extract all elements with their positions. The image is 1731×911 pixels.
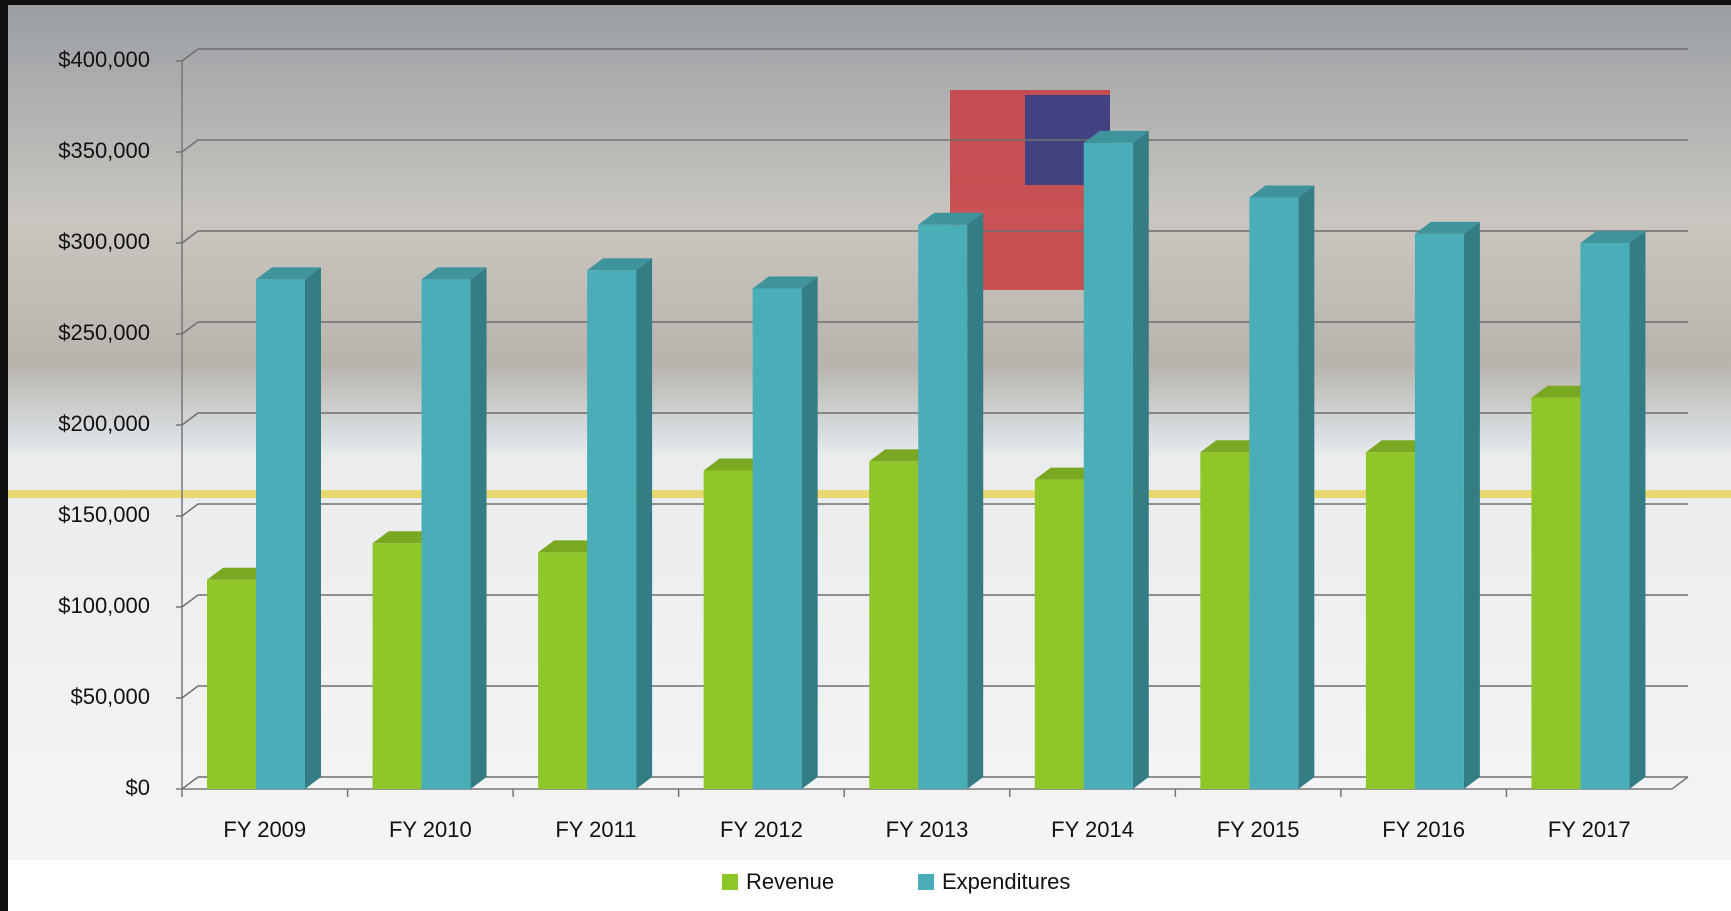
bar-top — [918, 212, 984, 225]
legend-swatch — [918, 874, 934, 890]
bar-top — [538, 540, 604, 553]
bar — [1531, 397, 1581, 789]
bar-top — [421, 267, 487, 280]
legend-label: Expenditures — [942, 869, 1070, 894]
bar-side — [1463, 221, 1480, 789]
bar-top — [703, 458, 769, 471]
bar — [421, 279, 471, 789]
grid-wall — [181, 48, 199, 62]
y-tick-label: $250,000 — [58, 320, 150, 345]
bar-top — [752, 276, 818, 289]
bar — [1580, 243, 1630, 789]
bar — [1034, 479, 1084, 789]
bar-top — [207, 567, 272, 580]
y-tick-label: $100,000 — [58, 593, 150, 618]
bar — [1249, 197, 1299, 789]
y-tick-label: $150,000 — [58, 502, 150, 527]
bar-side — [1298, 185, 1315, 789]
grid-wall — [181, 412, 199, 426]
bar-side — [1132, 130, 1149, 789]
bar-top — [1531, 385, 1597, 398]
bar-top — [1249, 185, 1315, 198]
y-tick-label: $400,000 — [58, 47, 150, 72]
bar-top — [869, 449, 935, 462]
bar-top — [587, 258, 653, 271]
bar — [256, 279, 305, 789]
grid-wall — [181, 685, 199, 699]
x-tick-label: FY 2012 — [720, 817, 803, 842]
y-tick-label: $300,000 — [58, 229, 150, 254]
x-tick-label: FY 2015 — [1217, 817, 1300, 842]
bar — [207, 579, 256, 789]
x-tick-label: FY 2009 — [223, 817, 306, 842]
y-tick-label: $0 — [126, 775, 150, 800]
x-tick-label: FY 2016 — [1382, 817, 1465, 842]
grid-wall — [181, 230, 199, 244]
bar — [918, 224, 968, 790]
bar — [869, 461, 919, 789]
bar — [752, 288, 802, 789]
grid-wall — [181, 139, 199, 153]
bar-top — [1365, 440, 1431, 453]
bar-top — [1200, 440, 1266, 453]
bar-top — [1083, 130, 1149, 143]
grid-wall — [181, 503, 199, 517]
bar-side — [1629, 231, 1646, 789]
legend-label: Revenue — [746, 869, 834, 894]
bar-side — [636, 258, 653, 789]
grid-wall — [181, 321, 199, 335]
bar-top — [256, 267, 321, 280]
y-tick-label: $200,000 — [58, 411, 150, 436]
y-tick-label: $350,000 — [58, 138, 150, 163]
y-tick-label: $50,000 — [70, 684, 150, 709]
legend-swatch — [722, 874, 738, 890]
bar — [1200, 452, 1250, 789]
bar-top — [1034, 467, 1100, 480]
grid-wall — [181, 594, 199, 608]
bar — [1083, 142, 1133, 789]
x-tick-label: FY 2014 — [1051, 817, 1134, 842]
x-tick-label: FY 2010 — [389, 817, 472, 842]
bar-side — [967, 212, 984, 790]
bar-top — [1580, 231, 1646, 243]
bar-side — [470, 267, 487, 789]
grid-wall — [181, 776, 199, 790]
x-tick-label: FY 2017 — [1548, 817, 1631, 842]
bar-side — [305, 267, 321, 789]
bar — [372, 543, 422, 789]
x-tick-label: FY 2011 — [555, 817, 636, 842]
bar-side — [801, 276, 818, 789]
legend-strip — [8, 860, 1731, 911]
bar — [1365, 452, 1415, 789]
x-tick-label: FY 2013 — [886, 817, 969, 842]
bar-top — [372, 531, 438, 544]
bar-top — [1414, 221, 1480, 234]
bar — [587, 270, 637, 789]
bar — [1414, 233, 1464, 789]
bar — [703, 470, 753, 789]
bar — [538, 552, 588, 789]
floor-edge — [1671, 776, 1689, 790]
